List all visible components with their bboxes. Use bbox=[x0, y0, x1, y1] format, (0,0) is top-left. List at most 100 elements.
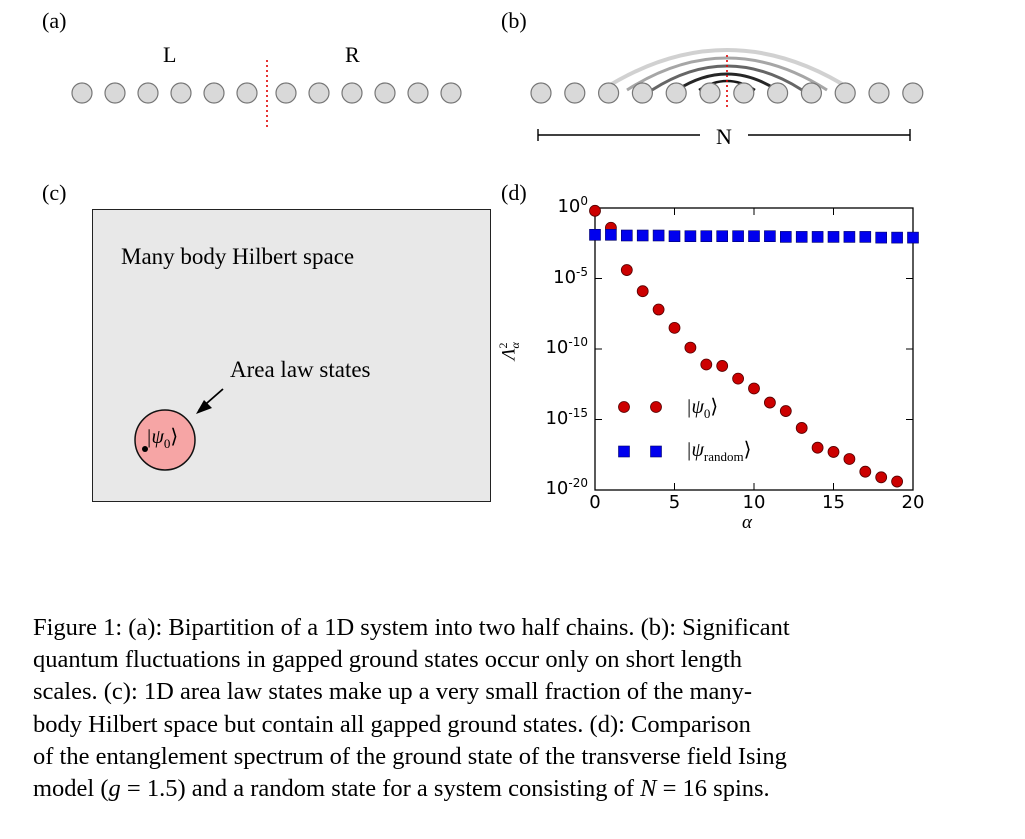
random-state-point bbox=[668, 230, 681, 242]
x-tick-label: 20 bbox=[901, 492, 925, 513]
y-tick-label: 10-10 bbox=[545, 335, 588, 358]
x-tick-label: 0 bbox=[589, 492, 601, 513]
random-state-point bbox=[684, 230, 697, 242]
random-state-point bbox=[732, 230, 744, 242]
spin-site-a-3 bbox=[170, 82, 192, 104]
panel-a-label: (a) bbox=[42, 8, 67, 33]
random-state-point bbox=[843, 231, 856, 243]
entanglement-spectrum-plot bbox=[589, 204, 919, 491]
y-tick-label: 100 bbox=[557, 194, 588, 217]
random-state-point bbox=[907, 231, 919, 244]
area-law-label: Area law states bbox=[230, 357, 371, 382]
chain-b bbox=[530, 82, 924, 104]
spin-site-b-10 bbox=[868, 82, 890, 104]
legend-label-random: |ψrandom⟩ bbox=[686, 439, 752, 464]
ground-state-point bbox=[636, 285, 649, 298]
figure-caption: Figure 1: (a): Bipartition of a 1D syste… bbox=[33, 612, 995, 805]
spin-chains-figure bbox=[71, 48, 924, 141]
plot-frame bbox=[594, 207, 914, 491]
caption-line-3: scales. (c): 1D area law states make up … bbox=[33, 678, 753, 706]
ground-state-point bbox=[843, 453, 856, 465]
random-state-point bbox=[859, 231, 872, 243]
spin-site-b-11 bbox=[902, 82, 924, 104]
random-state-point bbox=[716, 230, 729, 242]
x-tick-label: 10 bbox=[742, 492, 766, 513]
legend-marker-ground bbox=[618, 401, 630, 413]
ground-state-point bbox=[668, 321, 681, 334]
chain-a bbox=[71, 82, 462, 104]
area-law-diagram bbox=[134, 388, 224, 471]
random-state-point bbox=[875, 231, 888, 244]
ground-state-point bbox=[827, 446, 840, 458]
fluctuation-arc-1 bbox=[626, 56, 828, 92]
y-axis-label: Λ2α bbox=[496, 342, 523, 360]
x-tick-label: 15 bbox=[822, 492, 845, 513]
ground-state-point bbox=[589, 204, 601, 217]
ground-state-point bbox=[859, 465, 872, 478]
random-state-point bbox=[811, 231, 824, 243]
legend-marker-random bbox=[618, 445, 630, 458]
area-law-region bbox=[134, 409, 196, 471]
spin-site-a-6 bbox=[275, 82, 297, 104]
legend-marker-ground bbox=[650, 401, 662, 413]
caption-line-2: quantum fluctuations in gapped ground st… bbox=[33, 646, 743, 674]
caption-line-1: Figure 1: (a): Bipartition of a 1D syste… bbox=[33, 614, 790, 641]
x-tick-label: 5 bbox=[668, 492, 681, 513]
spin-site-a-4 bbox=[203, 82, 225, 104]
fluctuation-arc-0 bbox=[600, 48, 854, 92]
x-axis-label: α bbox=[742, 512, 752, 533]
random-state-point bbox=[620, 229, 633, 242]
spin-site-a-0 bbox=[71, 82, 93, 104]
chain-length-label: N bbox=[716, 124, 732, 149]
panel-d-label: (d) bbox=[501, 180, 527, 205]
spin-site-a-2 bbox=[137, 82, 159, 104]
caption-line-5: of the entanglement spectrum of the grou… bbox=[33, 742, 787, 770]
spin-site-a-9 bbox=[374, 82, 396, 104]
spin-site-a-5 bbox=[236, 82, 258, 104]
ground-state-point bbox=[875, 471, 888, 484]
spin-site-a-7 bbox=[308, 82, 330, 104]
spin-site-b-8 bbox=[800, 82, 823, 104]
fluctuation-arc-3 bbox=[676, 72, 778, 92]
spin-site-b-9 bbox=[834, 82, 856, 104]
right-half-label: R bbox=[345, 42, 360, 67]
legend-label-ground: |ψ0⟩ bbox=[686, 396, 719, 421]
ground-state-label: |ψ0⟩ bbox=[146, 426, 179, 451]
ground-state-point bbox=[700, 358, 713, 371]
y-tick-label: 10-20 bbox=[545, 476, 588, 499]
random-state-point bbox=[748, 230, 760, 242]
ground-state-point bbox=[652, 303, 665, 316]
hilbert-space-title: Many body Hilbert space bbox=[121, 244, 355, 269]
pointer-arrow-head bbox=[196, 400, 212, 414]
ground-state-point bbox=[891, 475, 903, 488]
spin-site-b-7 bbox=[766, 82, 789, 104]
random-state-point bbox=[795, 231, 808, 243]
ground-state-point bbox=[795, 422, 808, 434]
ground-state-point bbox=[748, 382, 760, 395]
random-state-point bbox=[652, 229, 665, 242]
spin-site-b-5 bbox=[699, 82, 721, 104]
random-state-point bbox=[636, 229, 649, 242]
ground-state-point bbox=[684, 341, 697, 354]
spin-site-b-2 bbox=[597, 82, 620, 104]
spin-site-a-11 bbox=[440, 82, 462, 104]
panel-c-label: (c) bbox=[42, 180, 67, 205]
spin-site-b-1 bbox=[564, 82, 586, 104]
random-state-point bbox=[891, 231, 903, 244]
ground-state-point bbox=[620, 264, 633, 276]
left-half-label: L bbox=[163, 42, 177, 67]
random-state-point bbox=[700, 230, 713, 242]
ground-state-point bbox=[764, 396, 776, 409]
ground-state-dot bbox=[142, 446, 148, 452]
random-state-point bbox=[779, 231, 792, 243]
panel-b-label: (b) bbox=[501, 8, 527, 33]
ground-state-point bbox=[716, 360, 729, 372]
ground-state-point bbox=[732, 372, 744, 385]
spin-site-b-3 bbox=[631, 82, 654, 104]
ground-state-point bbox=[811, 441, 824, 454]
random-state-point bbox=[764, 230, 776, 242]
hilbert-space-box bbox=[92, 209, 491, 502]
spin-site-b-0 bbox=[530, 82, 552, 104]
spin-site-a-1 bbox=[104, 82, 126, 104]
legend-marker-random bbox=[650, 445, 662, 458]
